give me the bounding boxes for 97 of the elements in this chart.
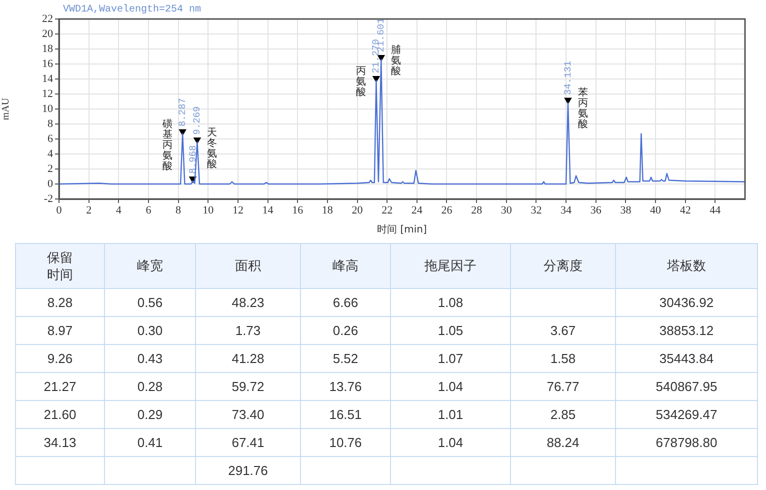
text: 88.24 bbox=[510, 428, 616, 456]
text: 48.23 bbox=[196, 288, 300, 316]
text: 5.52 bbox=[300, 344, 390, 372]
category-label: 峰宽 bbox=[137, 258, 163, 273]
text: 1.73 bbox=[196, 316, 300, 344]
text: 2.85 bbox=[510, 400, 616, 428]
annotation: 磺基丙氨酸 bbox=[162, 118, 173, 172]
text: 16.51 bbox=[300, 400, 390, 428]
x-tick-label: 12 bbox=[232, 204, 244, 216]
y-tick-label: 20 bbox=[42, 28, 54, 40]
text: 9.26 bbox=[16, 344, 104, 372]
category-label: 塔板数 bbox=[667, 258, 706, 273]
text: 38853.12 bbox=[616, 316, 758, 344]
x-tick-label: 16 bbox=[292, 204, 304, 216]
y-tick-label: 12 bbox=[42, 88, 53, 100]
annotation: 苯丙氨酸 bbox=[578, 86, 588, 130]
y-tick-label: -2 bbox=[44, 192, 53, 205]
x-tick-label: 18 bbox=[322, 204, 334, 216]
text: 8.28 bbox=[16, 288, 104, 316]
x-tick-label: 6 bbox=[146, 204, 152, 216]
text: 13.76 bbox=[300, 372, 390, 400]
text: 678798.80 bbox=[616, 428, 758, 456]
text: 1.04 bbox=[390, 428, 510, 456]
y-tick-label: 2 bbox=[48, 162, 53, 175]
text: 30436.92 bbox=[616, 288, 758, 316]
annotation: 8.287 bbox=[177, 98, 188, 126]
x-tick-label: 36 bbox=[590, 204, 602, 216]
x-tick-label: 34 bbox=[560, 204, 572, 216]
category-label: 保留时间 bbox=[46, 249, 74, 283]
x-tick-label: 26 bbox=[441, 204, 453, 216]
text: 0.30 bbox=[104, 316, 196, 344]
x-tick-label: 8 bbox=[176, 204, 182, 216]
text: 6.66 bbox=[300, 288, 390, 316]
text: 540867.95 bbox=[616, 372, 758, 400]
category-label: 分离度 bbox=[544, 258, 582, 273]
text: 76.77 bbox=[510, 372, 616, 400]
x-tick-label: 32 bbox=[530, 204, 542, 216]
y-tick-label: 8 bbox=[48, 118, 54, 130]
text: 21.60 bbox=[16, 400, 104, 428]
y-tick-label: 0 bbox=[48, 178, 54, 190]
text: 34.13 bbox=[16, 428, 104, 456]
x-tick-label: 24 bbox=[411, 204, 423, 216]
x-tick-label: 42 bbox=[680, 204, 691, 216]
category-label: 面积 bbox=[235, 258, 261, 273]
category-label: 峰高 bbox=[332, 258, 358, 273]
text: 67.41 bbox=[196, 428, 300, 456]
x-tick-label: 38 bbox=[620, 204, 632, 216]
x-tick-label: 2 bbox=[86, 204, 92, 216]
text: 0.29 bbox=[104, 400, 196, 428]
text: 35443.84 bbox=[616, 344, 758, 372]
x-tick-label: 28 bbox=[471, 204, 483, 216]
y-tick-label: 18 bbox=[42, 42, 54, 55]
text: 59.72 bbox=[196, 372, 300, 400]
text: 291.76 bbox=[196, 456, 300, 484]
text: 534269.47 bbox=[616, 400, 758, 428]
y-axis-title: mAU bbox=[0, 97, 12, 120]
x-tick-label: 0 bbox=[56, 204, 62, 216]
text: 1.07 bbox=[390, 344, 510, 372]
y-tick-label: 10 bbox=[42, 102, 54, 115]
x-tick-label: 10 bbox=[202, 204, 214, 216]
annotation: 8.968 bbox=[187, 144, 198, 174]
annotation: 9.269 bbox=[192, 106, 203, 135]
y-tick-label: 6 bbox=[48, 132, 54, 145]
text: 0.41 bbox=[104, 428, 196, 456]
text: 1.05 bbox=[390, 316, 510, 344]
x-tick-label: 20 bbox=[352, 204, 364, 216]
text: 0.56 bbox=[104, 288, 196, 316]
x-tick-label: 44 bbox=[710, 204, 722, 216]
annotation: 脯氨酸 bbox=[391, 44, 402, 77]
category-label: 拖尾因子 bbox=[424, 258, 476, 273]
text: 21.27 bbox=[16, 372, 104, 400]
x-tick-label: 14 bbox=[262, 204, 274, 216]
text: 1.58 bbox=[510, 344, 616, 372]
text: 0.26 bbox=[300, 316, 390, 344]
y-tick-label: 4 bbox=[48, 148, 54, 160]
y-tick-label: 16 bbox=[42, 58, 54, 70]
y-tick-label: 14 bbox=[42, 72, 54, 85]
x-tick-label: 22 bbox=[382, 204, 393, 216]
x-tick-label: 4 bbox=[116, 204, 122, 216]
x-axis-title: 时间 [min] bbox=[377, 224, 428, 236]
text: 8.97 bbox=[16, 316, 104, 344]
text: 41.28 bbox=[196, 344, 300, 372]
text: 10.76 bbox=[300, 428, 390, 456]
text: 1.04 bbox=[390, 372, 510, 400]
x-tick-label: 30 bbox=[500, 204, 512, 216]
annotation: 天冬氨酸 bbox=[207, 127, 218, 170]
text: 1.01 bbox=[390, 400, 510, 428]
text: 1.08 bbox=[390, 288, 510, 316]
text: 0.28 bbox=[104, 372, 196, 400]
text: 73.40 bbox=[196, 400, 300, 428]
text: 0.43 bbox=[104, 344, 196, 372]
chart-title: VWD1A,Wavelength=254 nm bbox=[63, 4, 202, 16]
y-tick-label: 22 bbox=[42, 12, 53, 25]
annotation: 丙氨酸 bbox=[356, 66, 366, 98]
text: 3.67 bbox=[510, 316, 616, 344]
annotation: 34.131 bbox=[562, 60, 574, 95]
x-tick-label: 40 bbox=[650, 204, 662, 216]
